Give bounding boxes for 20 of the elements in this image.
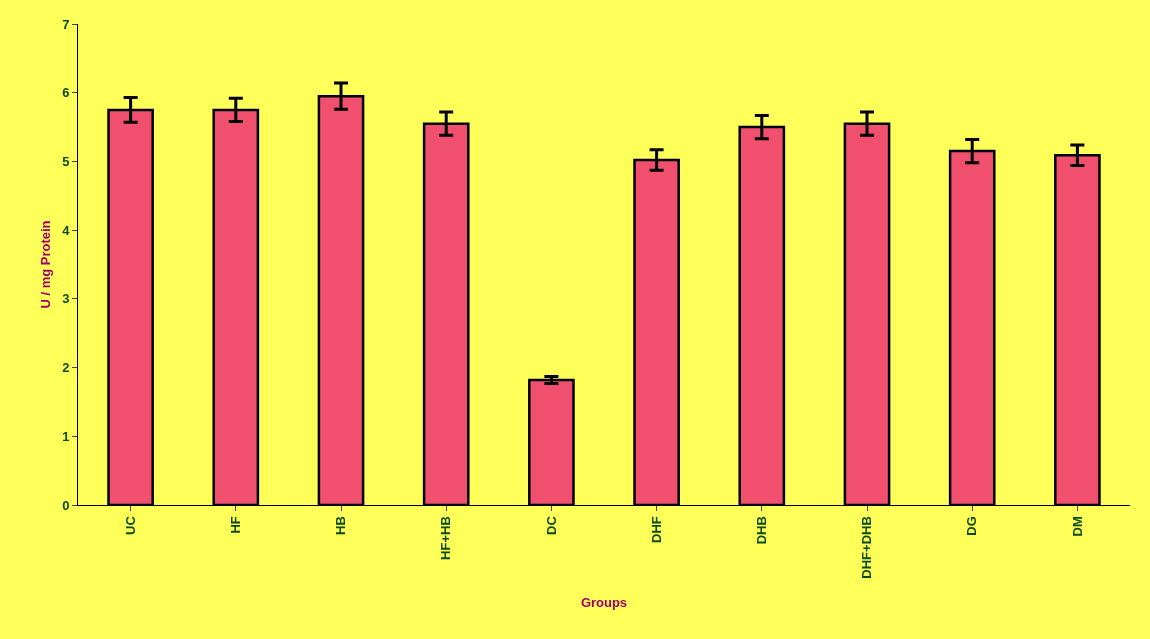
y-tick-label: 4 — [62, 222, 71, 238]
x-tick-label: HB — [333, 516, 349, 535]
x-tick-label: DC — [543, 515, 559, 535]
y-tick-label: 6 — [62, 85, 70, 101]
x-tick-label: DM — [1069, 516, 1085, 537]
x-tick-label: DG — [964, 516, 980, 536]
y-tick-label: 0 — [62, 497, 70, 513]
y-tick-label: 3 — [62, 291, 70, 307]
x-tick-label: HF — [228, 516, 244, 534]
x-tick-label: UC — [122, 515, 138, 535]
y-tick-label: 7 — [62, 16, 70, 32]
x-tick-label: HF+HB — [438, 516, 454, 560]
y-tick-label: 5 — [62, 153, 70, 169]
x-tick-label: DHB — [754, 516, 770, 545]
y-tick-label: 2 — [62, 360, 70, 376]
y-tick-label: 1 — [62, 428, 70, 444]
x-axis-title: Groups — [580, 595, 628, 611]
x-tick-label: DHF+DHB — [859, 516, 875, 579]
x-tick-label: DHF — [648, 516, 664, 543]
y-axis-title: U / mg Protein — [38, 220, 54, 309]
